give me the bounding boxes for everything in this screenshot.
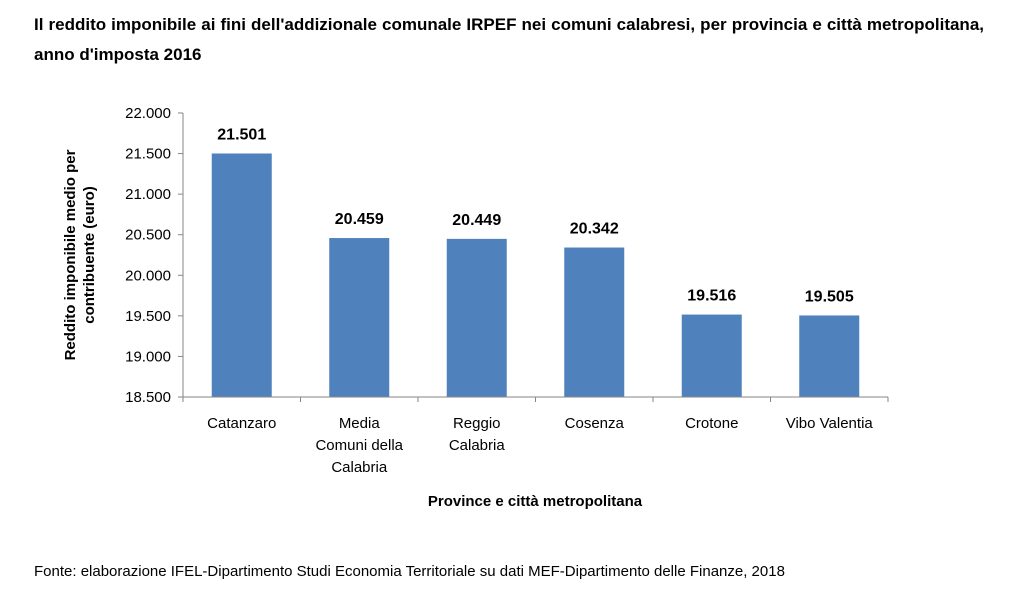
- x-tick-label: Cosenza: [565, 415, 625, 432]
- bars: [211, 153, 860, 397]
- x-tick-label: Media Comuni della Calabria: [315, 415, 403, 476]
- y-axis-label: Reddito imponibile medio per contribuente…: [62, 149, 98, 360]
- bar: [799, 315, 860, 397]
- y-axis-title: Reddito imponibile medio per contribuente…: [62, 149, 98, 360]
- bar: [564, 247, 625, 397]
- data-label: 20.459: [335, 211, 384, 228]
- x-tick-label: Catanzaro: [207, 415, 276, 432]
- y-tick-label: 18.500: [125, 389, 171, 406]
- chart-title: Il reddito imponibile ai fini dell'addiz…: [34, 15, 984, 64]
- bar-chart: Reddito imponibile medio per contribuente…: [62, 105, 889, 510]
- y-tick-label: 22.000: [125, 105, 171, 122]
- x-axis-label: Province e città metropolitana: [428, 493, 643, 510]
- y-tick-label: 19.000: [125, 348, 171, 365]
- y-tick-label: 20.000: [125, 267, 171, 284]
- x-tick-label: Reggio Calabria: [449, 415, 506, 454]
- value-labels: 21.501 20.459 20.449 20.342 19.516 19.505: [217, 126, 854, 305]
- y-tick-label: 21.000: [125, 186, 171, 203]
- bar: [446, 238, 507, 397]
- x-tick-label: Crotone: [685, 415, 738, 432]
- y-axis-ticks: 18.500 19.000 19.500 20.000 20.500 21.000 21.5…: [125, 105, 183, 406]
- x-axis-ticks: Catanzaro Media Comuni della Calabria Reggio…: [182, 397, 889, 476]
- y-tick-label: 19.500: [125, 308, 171, 325]
- bar: [681, 314, 742, 397]
- bar: [211, 153, 272, 397]
- data-label: 21.501: [217, 126, 266, 143]
- data-label: 20.449: [452, 212, 501, 229]
- y-tick-label: 21.500: [125, 146, 171, 163]
- axes: [182, 113, 888, 398]
- data-label: 19.505: [805, 288, 854, 305]
- source-note: Fonte: elaborazione IFEL-Dipartimento St…: [34, 563, 785, 580]
- data-label: 20.342: [570, 221, 619, 238]
- x-tick-label: Vibo Valentia: [786, 415, 874, 432]
- bar: [329, 238, 390, 397]
- data-label: 19.516: [687, 288, 736, 305]
- y-tick-label: 20.500: [125, 227, 171, 244]
